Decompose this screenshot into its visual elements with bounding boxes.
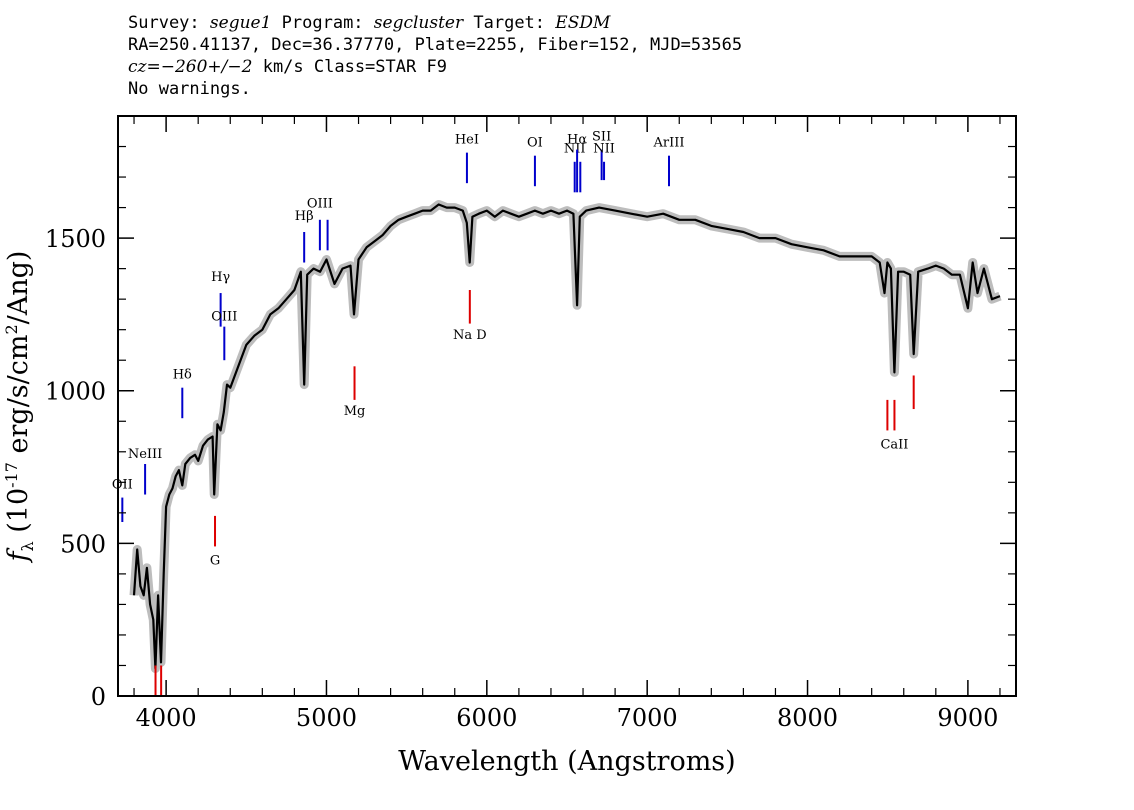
x-tick-label: 4000 (136, 704, 197, 732)
absorption-line-label: CaII (880, 438, 908, 453)
survey-value: segue1 (209, 13, 272, 33)
x-tick-label: 5000 (296, 704, 357, 732)
y-tick-label: 1000 (45, 378, 106, 406)
header-line-4: No warnings. (128, 79, 251, 99)
x-tick-label: 7000 (617, 704, 678, 732)
x-axis-label: Wavelength (Angstroms) (398, 746, 735, 777)
emission-line-label: Hβ (295, 209, 314, 224)
header-line-3: cz=−260+/−2 km/s Class=STAR F9 (128, 56, 742, 78)
emission-line-label: HeI (455, 132, 479, 147)
emission-line-label: OII (112, 477, 133, 492)
absorption-line-label: Mg (344, 404, 366, 419)
emission-line-label: NII (593, 142, 615, 157)
emission-line-label: Hα (567, 132, 587, 147)
header-line-2: RA=250.41137, Dec=36.37770, Plate=2255, … (128, 35, 743, 55)
target-value: ESDM (555, 13, 611, 33)
survey-label: Survey: (128, 13, 200, 33)
x-tick-label: 9000 (937, 704, 998, 732)
flux-layer (132, 203, 1001, 670)
x-tick-label: 6000 (456, 704, 517, 732)
emission-line-label: OI (527, 136, 543, 151)
header-line-1: Survey: segue1 Program: segcluster Targe… (128, 12, 742, 34)
x-tick-label: 8000 (777, 704, 838, 732)
target-label: Target: (473, 13, 546, 33)
emission-line-label: NII (564, 142, 586, 157)
emission-line-label: Hγ (211, 270, 230, 285)
absorption-line-label: Na D (453, 328, 487, 343)
emission-line-label: Hδ (173, 368, 192, 383)
emission-line-label: SII (592, 129, 611, 144)
y-axis-label: fλ (10-17 erg/s/cm2/Ang) (2, 251, 37, 564)
axes-layer: 4000 5000 6000 7000 8000 9000 0 500 1000 1500 (45, 115, 1017, 732)
error-band-layer (129, 200, 1002, 673)
y-tick-label: 500 (60, 530, 106, 558)
emission-line-label: OIII (307, 197, 333, 212)
program-value: segcluster (373, 13, 464, 33)
flux-error-band (129, 200, 1002, 673)
flux-series-line (132, 203, 1001, 670)
emission-line-label: ArIII (652, 136, 684, 151)
class-value: km/s Class=STAR F9 (262, 57, 447, 77)
spectrum-header: Survey: segue1 Program: segcluster Targe… (128, 12, 742, 100)
y-tick-label: 0 (91, 683, 106, 711)
program-label: Program: (281, 13, 364, 33)
redshift-value: cz=−260+/−2 (128, 57, 253, 77)
emission-line-label: NeIII (128, 447, 162, 462)
emission-line-label: OIII (211, 310, 237, 325)
y-tick-label: 1500 (45, 225, 106, 253)
absorption-line-label: G (210, 554, 220, 569)
plot-frame (117, 115, 1017, 697)
